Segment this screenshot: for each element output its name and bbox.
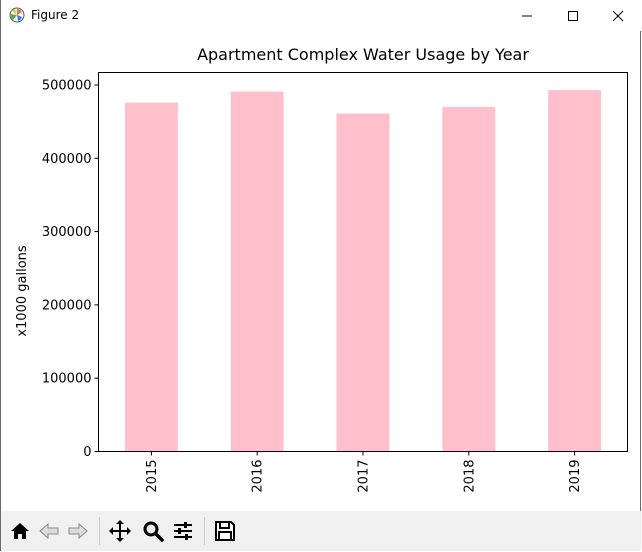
zoom-button[interactable] bbox=[139, 516, 166, 546]
y-tick-label: 300000 bbox=[42, 225, 92, 240]
figure-canvas[interactable]: Apartment Complex Water Usage by Year x1… bbox=[1, 31, 641, 511]
y-tick-label: 200000 bbox=[42, 298, 92, 313]
bar-2018 bbox=[442, 106, 496, 452]
maximize-icon bbox=[568, 10, 578, 21]
toolbar-separator bbox=[204, 517, 205, 545]
back-button[interactable] bbox=[35, 516, 62, 546]
minimize-icon bbox=[522, 15, 532, 16]
bars-group bbox=[124, 90, 602, 452]
bar-chart: Apartment Complex Water Usage by Year x1… bbox=[15, 45, 628, 493]
forward-icon bbox=[68, 522, 88, 540]
y-tick-label: 500000 bbox=[42, 78, 92, 93]
chart-title: Apartment Complex Water Usage by Year bbox=[197, 45, 529, 64]
configure-icon bbox=[173, 522, 192, 540]
y-axis-ticks: 0 100000 200000 300000 400000 500000 bbox=[42, 78, 99, 460]
y-tick-label: 400000 bbox=[42, 152, 92, 167]
y-axis-label: x1000 gallons bbox=[15, 245, 30, 337]
bar-2019 bbox=[548, 90, 602, 452]
forward-button[interactable] bbox=[64, 516, 91, 546]
home-button[interactable] bbox=[6, 516, 33, 546]
maximize-button[interactable] bbox=[550, 0, 596, 31]
close-button[interactable] bbox=[595, 0, 641, 31]
close-icon bbox=[612, 10, 624, 21]
bar-2017 bbox=[336, 113, 390, 452]
back-icon bbox=[38, 522, 58, 540]
y-tick-label: 0 bbox=[83, 445, 91, 460]
title-bar[interactable]: Figure 2 bbox=[1, 0, 641, 31]
x-tick-label: 2018 bbox=[462, 460, 477, 493]
navigation-toolbar bbox=[1, 511, 641, 551]
bar-2015 bbox=[124, 102, 178, 452]
matplotlib-icon bbox=[9, 7, 25, 23]
y-tick-label: 100000 bbox=[42, 372, 92, 387]
x-tick-label: 2019 bbox=[568, 460, 583, 493]
save-icon bbox=[214, 521, 235, 541]
pan-button[interactable] bbox=[106, 516, 133, 546]
minimize-button[interactable] bbox=[504, 0, 550, 31]
bar-2016 bbox=[230, 91, 284, 452]
home-icon bbox=[10, 523, 29, 539]
configure-subplots-button[interactable] bbox=[169, 516, 196, 546]
x-tick-label: 2017 bbox=[357, 460, 372, 493]
pan-icon bbox=[108, 520, 131, 542]
window-title: Figure 2 bbox=[31, 8, 80, 22]
toolbar-separator bbox=[99, 517, 100, 545]
x-axis-ticks: 2015 2016 2017 2018 2019 bbox=[145, 451, 583, 493]
save-button[interactable] bbox=[211, 516, 238, 546]
zoom-icon bbox=[143, 521, 164, 542]
axes-frame bbox=[98, 72, 628, 452]
x-tick-label: 2015 bbox=[145, 460, 160, 493]
x-tick-label: 2016 bbox=[251, 460, 266, 493]
